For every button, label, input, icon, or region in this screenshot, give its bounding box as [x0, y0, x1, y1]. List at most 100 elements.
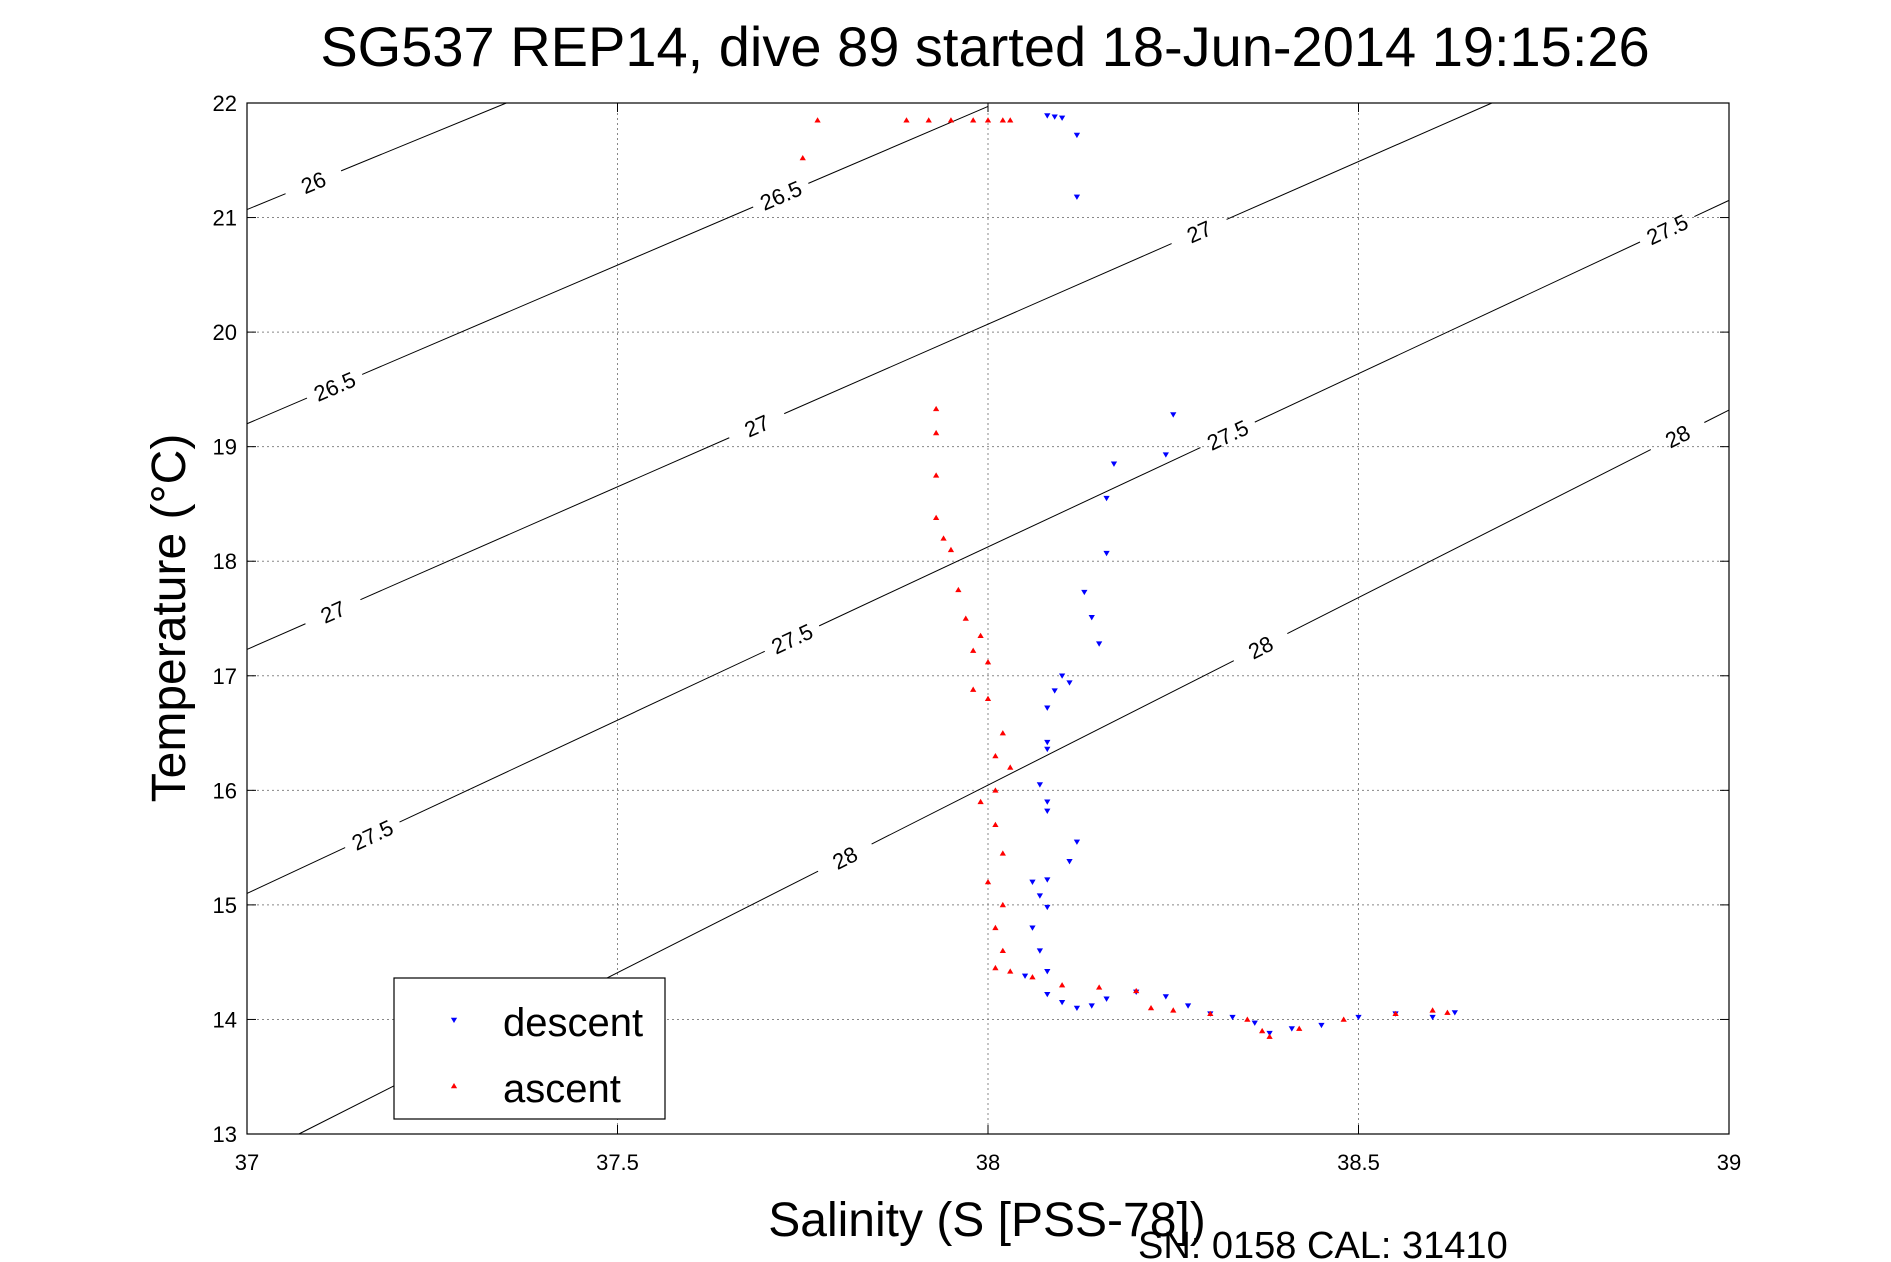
contour-28-line-4-1: [871, 660, 1235, 845]
descent-point-11: [1088, 615, 1095, 621]
descent-point-43: [1266, 1030, 1273, 1037]
descent-point-28: [1029, 925, 1036, 931]
descent-point-30: [1044, 969, 1051, 975]
contour-27-5-line-3-0: [246, 847, 346, 894]
descent-point-14: [1066, 680, 1073, 686]
descent-point-29: [1036, 948, 1043, 954]
descent-point-9: [1103, 550, 1110, 557]
y-tick-label-17: 17: [213, 664, 237, 689]
x-tick-label-37-5: 37.5: [596, 1150, 639, 1175]
legend-box: [393, 977, 666, 1120]
ascent-point-43: [1259, 1027, 1266, 1034]
ascent-point-13: [940, 535, 947, 541]
ascent-point-1: [814, 117, 821, 123]
ascent-point-22: [999, 730, 1006, 736]
y-axis-label: Temperature (°C): [143, 434, 196, 803]
x-tick-label-38-5: 38.5: [1337, 1150, 1380, 1175]
ascent-point-16: [962, 615, 969, 621]
y-tick-label-18: 18: [213, 549, 237, 574]
y-tick-label-15: 15: [213, 893, 237, 918]
contour-28-line-4-3: [1704, 409, 1730, 423]
ascent-point-4: [947, 117, 955, 123]
contour-26-5-line-1-0: [246, 397, 308, 425]
contour-27-line-2-2: [784, 243, 1172, 415]
descent-point-18: [1044, 746, 1051, 753]
descent-point-46: [1355, 1014, 1362, 1021]
ascent-point-2: [903, 117, 910, 123]
ascent-point-44: [1266, 1033, 1273, 1039]
descent-point-26: [1036, 893, 1043, 899]
ascent-point-18: [970, 647, 977, 653]
descent-point-16: [1044, 705, 1051, 711]
descent-point-3: [1073, 132, 1081, 139]
contour-27-5-line-3-2: [818, 447, 1201, 627]
ascent-point-39: [1147, 1004, 1155, 1011]
legend: descent ascent: [393, 977, 666, 1120]
descent-point-36: [1103, 996, 1110, 1002]
contour-27-5-line-3-3: [1254, 241, 1641, 423]
chart-title: SG537 REP14, dive 89 started 18-Jun-2014…: [320, 15, 1649, 78]
ascent-point-45: [1296, 1025, 1303, 1031]
ascent-point-25: [992, 787, 999, 793]
legend-marker-ascent: [450, 1083, 458, 1089]
descent-point-41: [1229, 1014, 1236, 1021]
descent-point-19: [1036, 782, 1043, 788]
ascent-point-20: [970, 686, 977, 692]
descent-point-17: [1044, 739, 1051, 746]
ascent-point-8: [1007, 117, 1014, 123]
contour-27-5-line-3-1: [399, 650, 765, 823]
descent-point-33: [1058, 999, 1066, 1006]
ascent-point-14: [947, 546, 955, 553]
ascent-point-6: [984, 117, 992, 123]
ascent-point-48: [1429, 1007, 1436, 1013]
ascent-point-27: [992, 821, 999, 828]
legend-label-descent: descent: [503, 1001, 643, 1045]
ascent-point-36: [1058, 982, 1066, 988]
descent-point-32: [1044, 991, 1051, 998]
contour-28-line-4-2: [1287, 449, 1652, 635]
legend-label-ascent: ascent: [503, 1067, 621, 1111]
descent-point-24: [1044, 877, 1051, 883]
legend-marker-descent: [450, 1017, 458, 1023]
ascent-point-35: [1029, 974, 1036, 980]
serial-calibration-note: SN: 0158 CAL: 31410: [1138, 1225, 1508, 1262]
contour-26-line-0-1: [340, 102, 507, 172]
contour-27-line-2-1: [360, 437, 730, 601]
contour-26-5-line-1-2: [808, 105, 989, 184]
ascent-point-47: [1392, 1010, 1399, 1017]
ascent-point-40: [1170, 1007, 1177, 1013]
ascent-point-38: [1133, 987, 1140, 994]
ascent-point-31: [992, 924, 999, 931]
descent-point-8: [1103, 495, 1110, 502]
descent-point-35: [1088, 1003, 1095, 1009]
ascent-point-12: [933, 514, 940, 520]
x-tick-label-37: 37: [235, 1150, 259, 1175]
ascent-point-3: [925, 117, 932, 123]
descent-point-31: [1021, 973, 1029, 979]
y-tick-label-13: 13: [213, 1122, 237, 1147]
descent-point-22: [1073, 839, 1081, 845]
descent-point-25: [1029, 879, 1036, 885]
descent-point-5: [1170, 412, 1177, 418]
x-tick-label-38: 38: [976, 1150, 1000, 1175]
contour-27-5-line-3-4: [1694, 199, 1730, 218]
descent-point-39: [1184, 1003, 1192, 1009]
y-tick-label-16: 16: [213, 778, 237, 803]
y-tick-label-21: 21: [213, 206, 237, 231]
descent-point-2: [1058, 115, 1066, 121]
descent-point-10: [1081, 589, 1088, 596]
ascent-point-49: [1444, 1009, 1451, 1015]
descent-point-44: [1288, 1026, 1295, 1032]
descent-point-20: [1044, 799, 1051, 805]
ascent-point-42: [1244, 1016, 1251, 1022]
x-tick-label-39: 39: [1717, 1150, 1741, 1175]
ascent-point-33: [992, 964, 999, 971]
descent-point-45: [1318, 1022, 1325, 1029]
ascent-point-28: [999, 850, 1006, 856]
grid: [247, 103, 1729, 1134]
ascent-point-9: [933, 405, 940, 412]
ascent-point-0: [799, 154, 806, 161]
ascent-point-46: [1340, 1016, 1347, 1022]
descent-point-0: [1044, 113, 1051, 119]
descent-point-6: [1162, 452, 1169, 458]
